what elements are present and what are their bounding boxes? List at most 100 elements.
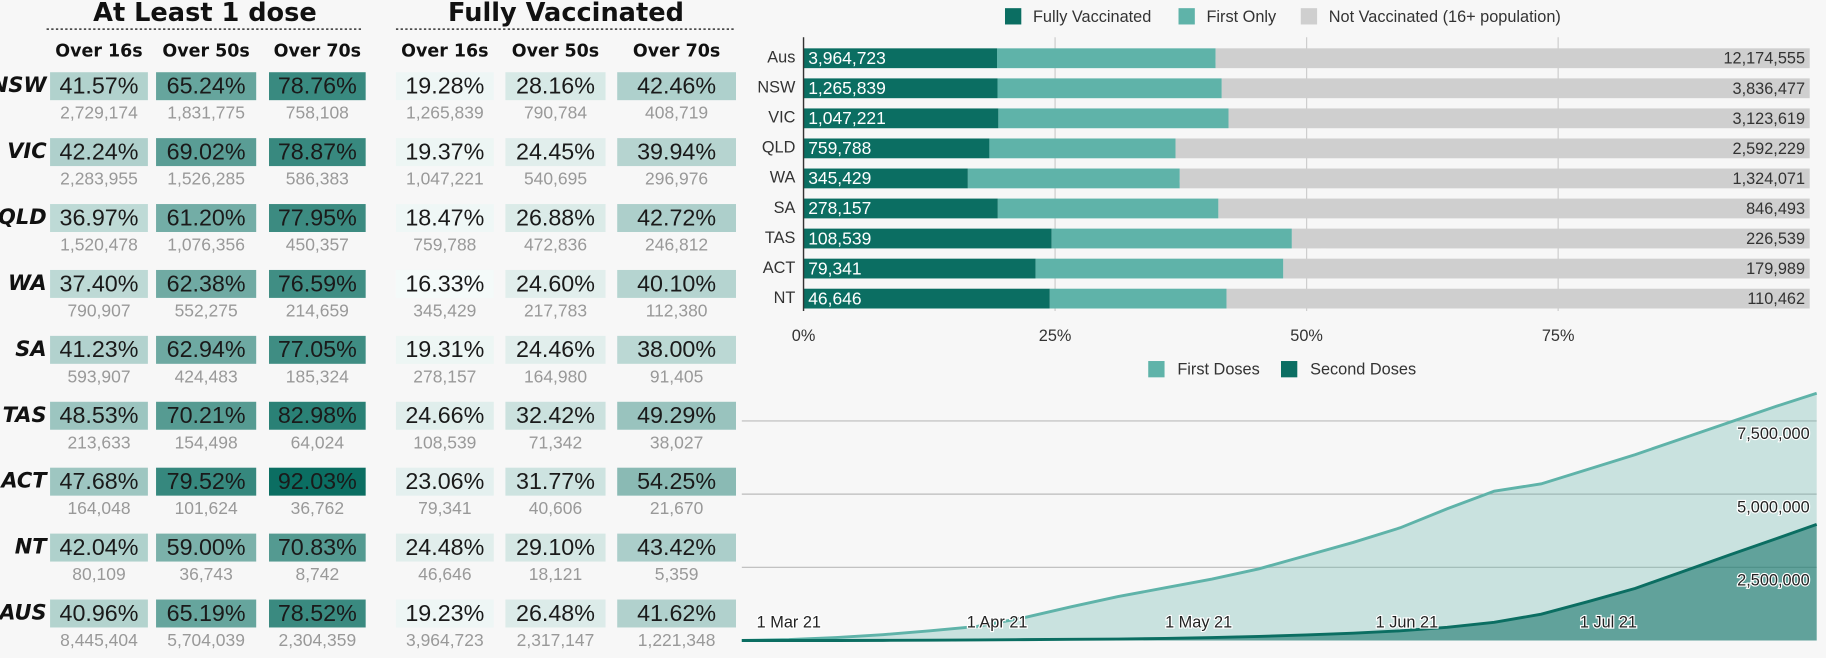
cell-percent: 62.38%	[167, 270, 246, 296]
x-tick-label: 1 Apr 21	[967, 613, 1028, 631]
cell-count: 759,788	[413, 235, 476, 255]
cell-percent: 40.96%	[60, 600, 139, 626]
cell-count: 214,659	[286, 300, 349, 320]
legend-swatch	[1280, 361, 1298, 378]
bar-value-label: 3,123,619	[1733, 110, 1806, 128]
cell-count: 154,498	[175, 432, 238, 452]
cell-percent: 77.95%	[278, 204, 357, 230]
cell-background	[617, 204, 736, 232]
bar-segment	[967, 168, 1180, 189]
cell-background	[395, 269, 494, 298]
cell-count: 64,024	[291, 432, 345, 452]
bar-segment	[1215, 48, 1810, 69]
cell-percent: 79.52%	[167, 468, 246, 494]
cell-percent: 37.40%	[60, 270, 139, 296]
cell-percent: 29.10%	[516, 534, 595, 560]
y-tick-label: ACT	[763, 259, 796, 277]
cell-percent: 59.00%	[167, 534, 246, 560]
y-tick-label: NSW	[757, 79, 796, 97]
cell-percent: 42.04%	[60, 534, 139, 560]
cell-background	[505, 138, 606, 167]
column-header: Over 16s	[55, 41, 142, 61]
cell-percent: 36.97%	[60, 204, 139, 230]
cell-background	[269, 138, 366, 167]
bar-value-label: 3,836,477	[1733, 80, 1806, 98]
cell-count: 296,976	[645, 169, 708, 189]
cell-count: 593,907	[67, 366, 130, 386]
cell-background	[269, 72, 366, 101]
cell-percent: 65.24%	[167, 73, 246, 99]
cell-count: 758,108	[286, 103, 349, 123]
cell-percent: 31.77%	[516, 468, 595, 494]
cell-background	[156, 401, 257, 430]
cell-background	[505, 269, 606, 298]
cell-count: 79,341	[418, 498, 471, 518]
cell-background	[505, 335, 606, 364]
bar-value-label: 278,157	[808, 198, 871, 218]
cell-count: 278,157	[413, 366, 476, 386]
bar-segment	[1221, 78, 1810, 99]
cell-count: 2,729,174	[60, 103, 138, 123]
cell-percent: 32.42%	[516, 402, 595, 428]
cell-count: 1,526,285	[167, 169, 245, 189]
cell-percent: 78.76%	[278, 73, 357, 99]
cell-background	[395, 138, 494, 167]
cell-percent: 19.28%	[405, 73, 484, 99]
y-tick-label: Aus	[767, 49, 795, 67]
x-tick-label: 1 Mar 21	[757, 613, 821, 631]
cell-background	[269, 533, 366, 562]
cell-count: 408,719	[645, 103, 708, 123]
bar-segment	[996, 48, 1216, 69]
x-tick-label: 25%	[1039, 327, 1072, 345]
y-tick-label: 7,500,000	[1737, 425, 1810, 443]
bar-segment	[803, 48, 997, 69]
cell-count: 472,836	[524, 235, 587, 255]
cell-count: 450,357	[286, 235, 349, 255]
cell-background	[505, 204, 606, 232]
bar-segment	[1228, 108, 1810, 129]
cell-count: 540,695	[524, 169, 587, 189]
area-line	[741, 391, 1818, 642]
row-label: ACT	[0, 469, 48, 493]
cell-background	[50, 467, 148, 496]
cell-count: 2,317,147	[517, 630, 595, 650]
cell-percent: 24.46%	[516, 336, 595, 362]
bar-value-label: 3,964,723	[808, 48, 886, 68]
column-header: Over 16s	[401, 41, 488, 61]
column-header: Over 70s	[274, 41, 361, 61]
cell-background	[617, 335, 736, 364]
y-tick-label: QLD	[762, 139, 796, 157]
bar-value-label: 79,341	[808, 258, 861, 278]
cell-count: 1,221,348	[638, 630, 716, 650]
cell-percent: 24.48%	[405, 534, 484, 560]
area-fill	[741, 524, 1817, 641]
cell-count: 5,704,039	[167, 630, 245, 650]
cell-count: 36,743	[179, 564, 232, 584]
bar-value-label: 108,539	[808, 228, 871, 248]
bar-value-label: 846,493	[1746, 200, 1805, 218]
cell-percent: 24.60%	[516, 270, 595, 296]
cell-background	[269, 335, 366, 364]
bar-segment	[997, 198, 1219, 219]
y-tick-label: WA	[770, 169, 796, 187]
cell-background	[269, 467, 366, 496]
row-label: NSW	[0, 73, 47, 97]
group-title: Fully Vaccinated	[448, 0, 684, 28]
y-tick-label: SA	[774, 199, 796, 217]
cell-percent: 78.52%	[278, 600, 357, 626]
cell-percent: 39.94%	[637, 138, 716, 164]
cell-count: 38,027	[650, 432, 703, 452]
cell-count: 80,109	[72, 564, 125, 584]
cell-background	[269, 269, 366, 298]
cell-count: 1,047,221	[406, 169, 484, 189]
cell-background	[269, 599, 366, 628]
cell-count: 5,359	[655, 564, 699, 584]
cell-percent: 62.94%	[167, 336, 246, 362]
bar-segment	[803, 108, 999, 129]
cell-percent: 48.53%	[60, 402, 139, 428]
cell-percent: 41.57%	[60, 73, 139, 99]
cell-background	[156, 335, 257, 364]
cell-background	[156, 138, 257, 167]
cell-background	[505, 467, 606, 496]
